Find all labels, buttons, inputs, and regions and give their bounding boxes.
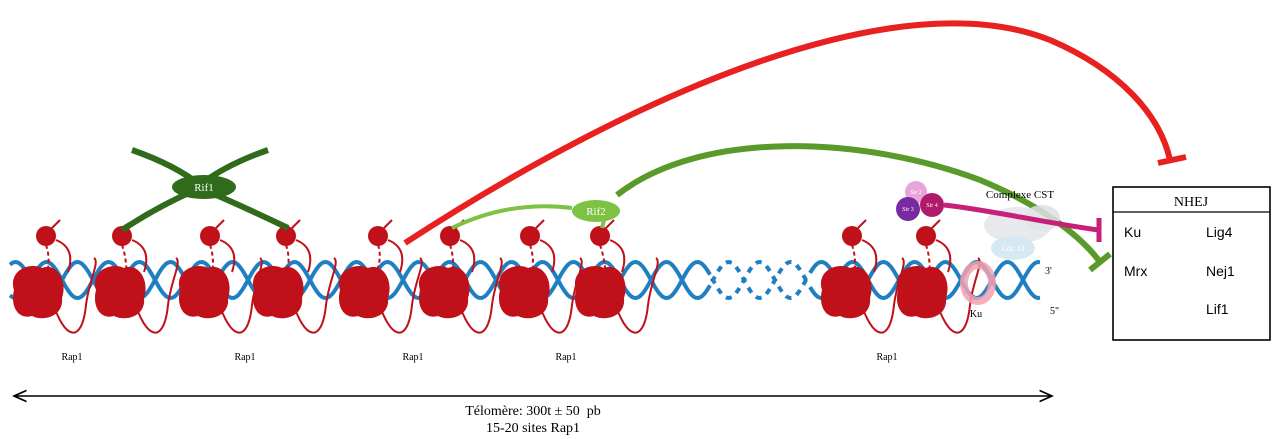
rap1-label: Rap1 [555, 352, 576, 363]
rif1-inhibition-arrow [403, 20, 1187, 246]
nhej-item-mrx: Mrx [1124, 263, 1147, 279]
rif2-protein [572, 200, 620, 222]
sir3-label: Sir 3 [902, 207, 914, 213]
cdc13-label: Cdc 13 [1002, 244, 1025, 253]
ku-label: Ku [970, 309, 982, 320]
rap1-proteins [12, 219, 981, 334]
rif2-inhibition-arrow [615, 143, 1112, 273]
rap1-protein [574, 219, 659, 334]
rap1-protein [896, 219, 981, 334]
rap1-protein [498, 219, 583, 334]
rap1-protein [12, 219, 97, 334]
rap1-protein [252, 219, 337, 334]
rap1-protein [820, 219, 905, 334]
rif2-complex: Rif2 [451, 200, 620, 230]
sir4-label: Sir 4 [926, 203, 938, 209]
nhej-item-ku: Ku [1124, 224, 1141, 240]
sir-complex: Sir 2 Sir 3 Sir 4 [896, 181, 944, 221]
five-prime-label: 5" [1050, 306, 1059, 317]
rap1-protein [178, 219, 263, 334]
rap1-label: Rap1 [61, 352, 82, 363]
rap1-protein [94, 219, 179, 334]
three-prime-label: 3' [1045, 266, 1052, 277]
rif1-protein [172, 175, 236, 199]
nhej-item-lif1: Lif1 [1206, 301, 1229, 317]
sir3-protein [896, 197, 920, 221]
rap1-protein [338, 219, 423, 334]
dna-gap-strand [710, 259, 810, 301]
rif1-complex: Rif1 [120, 147, 290, 233]
rap1-label: Rap1 [402, 352, 423, 363]
telomere-sites-label: 15-20 sites Rap1 [486, 421, 580, 436]
nhej-item-nej1: Nej1 [1206, 263, 1235, 279]
nhej-box: NHEJ Ku Mrx Lig4 Nej1 Lif1 [1112, 186, 1271, 341]
nhej-item-lig4: Lig4 [1206, 224, 1233, 240]
rif1-label: Rif1 [194, 182, 214, 194]
sir-inhibition-arrow [943, 202, 1102, 242]
dna-gap-strand [710, 259, 810, 301]
rap1-label: Rap1 [876, 352, 897, 363]
rap1-protein [418, 219, 503, 334]
rif2-label: Rif2 [586, 206, 606, 218]
cst-label: Complexe CST [986, 189, 1054, 201]
rap1-label: Rap1 [234, 352, 255, 363]
sir2-label: Sir 2 [910, 190, 922, 196]
ku-ring [960, 261, 996, 305]
telomere-length-label: Télomère: 300t ± 50 pb [465, 404, 601, 419]
sir4-protein [920, 193, 944, 217]
cdc13-protein [991, 236, 1035, 260]
nhej-title: NHEJ [1174, 195, 1209, 210]
